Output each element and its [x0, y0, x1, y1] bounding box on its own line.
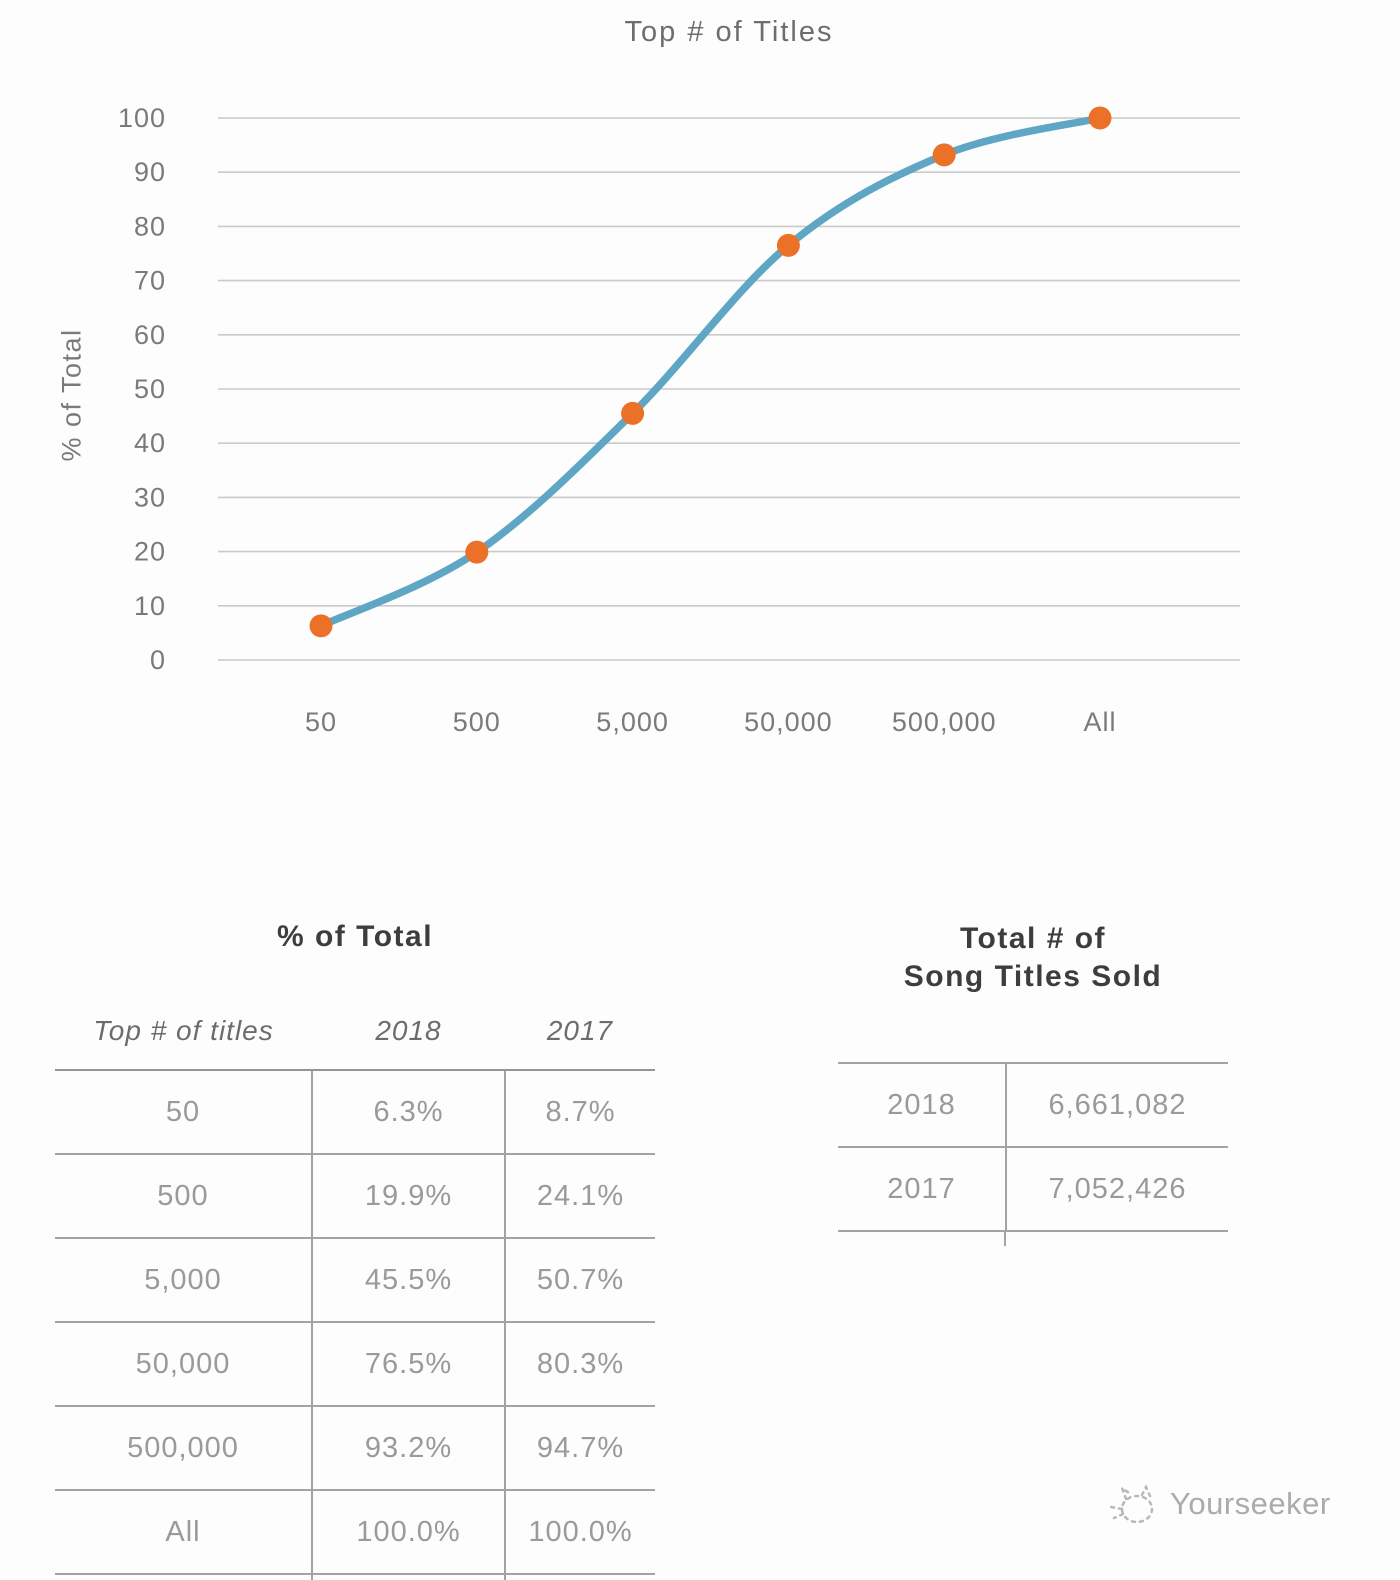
pct-table-row: 500,000 93.2% 94.7% [55, 1405, 655, 1491]
watermark: Yourseeker [1108, 1478, 1331, 1530]
y-tick-label: 30 [134, 482, 166, 512]
table-cell: 50 [55, 1070, 313, 1155]
y-tick-label: 50 [134, 374, 166, 404]
data-point-marker [465, 540, 489, 564]
x-tick-label: 500 [453, 707, 501, 737]
x-tick-label: All [1083, 707, 1116, 737]
table-cell: 50.7% [504, 1237, 655, 1323]
gridlines [218, 117, 1240, 661]
x-tick-labels: 50 500 5,000 50,000 500,000 All [305, 707, 1116, 737]
data-point-marker [932, 143, 956, 167]
table-cell: 19.9% [311, 1153, 506, 1239]
pct-table-row: 50 6.3% 8.7% [55, 1070, 655, 1155]
chart-title: Top # of Titles [624, 16, 834, 48]
table-cell: 45.5% [311, 1237, 506, 1323]
x-tick-label: 50 [305, 707, 337, 737]
y-tick-label: 70 [134, 266, 166, 296]
pct-of-total-table: Top # of titles 2018 2017 50 6.3% 8.7% 500 1… [55, 1000, 655, 1575]
x-tick-label: 500,000 [892, 707, 997, 737]
pct-header-2018: 2018 [312, 1000, 505, 1071]
table-cell: 5,000 [55, 1237, 313, 1323]
table-rule-stub [1004, 1230, 1006, 1246]
y-tick-label: 100 [118, 103, 166, 133]
totals-table-row: 2018 6,661,082 [838, 1062, 1228, 1148]
series-line-2018 [317, 114, 1104, 630]
pct-table-row: 500 19.9% 24.1% [55, 1153, 655, 1239]
data-point-marker [309, 614, 333, 638]
table-cell: 76.5% [311, 1321, 506, 1407]
table-cell: 500 [55, 1153, 313, 1239]
pct-table-row: All 100.0% 100.0% [55, 1489, 655, 1575]
data-point-marker [621, 401, 645, 425]
table-cell: All [55, 1489, 313, 1575]
y-tick-label: 40 [134, 428, 166, 458]
y-tick-label: 60 [134, 320, 166, 350]
table-cell: 80.3% [504, 1321, 655, 1407]
data-point-marker [776, 233, 800, 257]
table-cell: 6,661,082 [1005, 1062, 1228, 1148]
totals-title-line1: Total # of [959, 922, 1107, 955]
table-cell: 6.3% [311, 1070, 506, 1155]
table-cell: 500,000 [55, 1405, 313, 1491]
y-tick-label: 10 [134, 591, 166, 621]
yourseeker-cat-doodle-icon [1109, 1484, 1154, 1524]
song-titles-sold-table: 2018 6,661,082 2017 7,052,426 [838, 1062, 1228, 1232]
table-cell: 93.2% [311, 1405, 506, 1491]
totals-table-row: 2017 7,052,426 [838, 1146, 1228, 1232]
pct-table-row: 50,000 76.5% 80.3% [55, 1321, 655, 1407]
table-cell: 2018 [838, 1062, 1007, 1148]
table-cell: 94.7% [504, 1405, 655, 1491]
table-cell: 100.0% [311, 1489, 506, 1575]
table-rule-stub [311, 1566, 313, 1580]
y-tick-labels: 0 10 20 30 40 50 60 70 80 90 100 [118, 103, 166, 675]
x-tick-label: 50,000 [744, 707, 833, 737]
pct-table-title: % of Total [276, 920, 434, 953]
totals-table-title: Total # of Song Titles Sold [838, 920, 1228, 996]
data-points [309, 106, 1112, 638]
pct-header-2017: 2017 [505, 1000, 655, 1071]
table-cell: 100.0% [504, 1489, 655, 1575]
table-rule-stub [504, 1566, 506, 1580]
table-cell: 7,052,426 [1005, 1146, 1228, 1232]
table-cell: 2017 [838, 1146, 1007, 1232]
data-point-marker [1088, 106, 1112, 130]
totals-title-line2: Song Titles Sold [903, 960, 1163, 993]
table-cell: 24.1% [504, 1153, 655, 1239]
pct-header-top-titles: Top # of titles [55, 1000, 312, 1071]
y-tick-label: 90 [134, 157, 166, 187]
pct-table-row: 5,000 45.5% 50.7% [55, 1237, 655, 1323]
y-tick-label: 20 [134, 537, 166, 567]
y-tick-label: 80 [134, 211, 166, 241]
table-cell: 8.7% [504, 1070, 655, 1155]
table-cell: 50,000 [55, 1321, 313, 1407]
y-tick-label: 0 [150, 645, 166, 675]
pct-table-header-row: Top # of titles 2018 2017 [55, 1000, 655, 1071]
watermark-label: Yourseeker [1170, 1486, 1331, 1521]
x-tick-label: 5,000 [596, 707, 669, 737]
